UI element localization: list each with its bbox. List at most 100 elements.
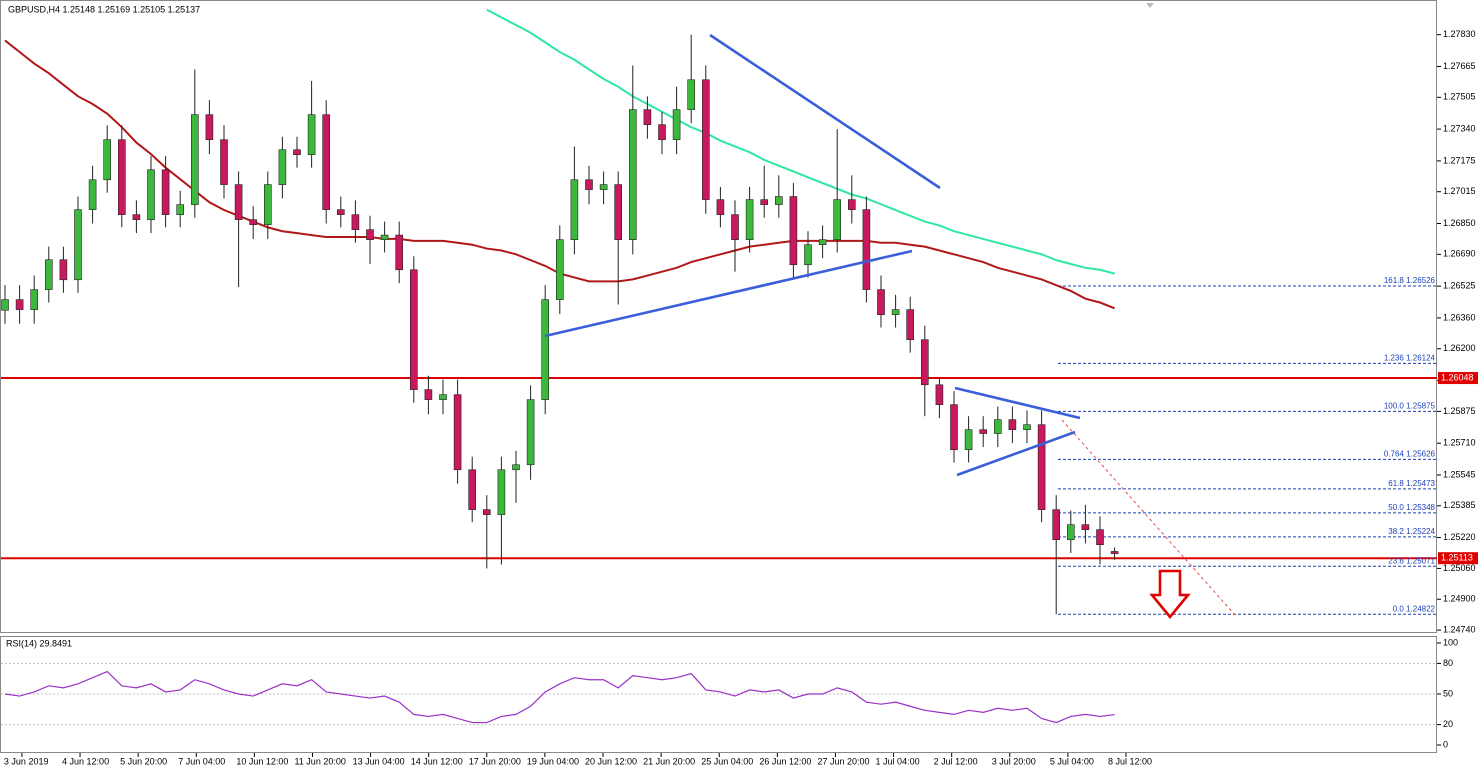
candle-body (409, 269, 418, 390)
x-tick-label: 5 Jul 04:00 (1050, 756, 1094, 766)
x-tick-label: 4 Jun 12:00 (62, 756, 109, 766)
candle-body (1008, 419, 1017, 430)
candle-body (482, 509, 491, 515)
x-tick-label: 3 Jul 20:00 (992, 756, 1036, 766)
candle-body (599, 184, 608, 190)
candle-body (731, 214, 739, 240)
fib-label: 23.6 1.25071 (1388, 556, 1435, 565)
candle-body (804, 244, 812, 266)
x-tick-label: 13 Jun 04:00 (353, 756, 405, 766)
trend-line (709, 33, 941, 190)
candle-body (497, 469, 506, 515)
fib-label: 50.0 1.25348 (1388, 503, 1435, 512)
candle-body (862, 209, 871, 290)
candle-body (993, 419, 1002, 434)
candle-body (220, 139, 228, 185)
candle-body (351, 214, 360, 230)
candle-body (1067, 524, 1075, 541)
x-tick-label: 2 Jul 12:00 (934, 756, 978, 766)
candle-body (979, 429, 988, 434)
x-tick-label: 8 Jul 12:00 (1108, 756, 1152, 766)
candle-body (263, 184, 272, 225)
candle-body (366, 229, 374, 240)
level-tag (1438, 552, 1478, 565)
candle-body (716, 199, 725, 215)
candle-body (628, 109, 637, 240)
x-tick-label: 20 Jun 12:00 (585, 756, 637, 766)
y-tick-label: 1.25385 (1443, 500, 1476, 510)
x-tick-label: 27 Jun 20:00 (817, 756, 869, 766)
y-tick-label: 1.27175 (1443, 155, 1476, 165)
candle-body (555, 239, 564, 300)
y-tick-label: 1.27015 (1443, 186, 1476, 196)
x-tick-label: 3 Jun 2019 (4, 756, 49, 766)
y-tick-label: 1.27505 (1443, 92, 1476, 102)
candle-body (935, 384, 944, 405)
candle-body (614, 184, 623, 240)
candle-body (439, 394, 447, 400)
candle-body (877, 289, 885, 315)
chart-title: GBPUSD,H4 1.25148 1.25169 1.25105 1.2513… (8, 4, 200, 14)
candle-body (234, 184, 243, 220)
fib-label: 100.0 1.25875 (1384, 401, 1436, 410)
candle-body (818, 239, 827, 246)
down-arrow (1149, 569, 1191, 620)
candle-body (1037, 424, 1046, 510)
candle-body (847, 199, 856, 210)
candle-body (118, 139, 126, 215)
x-tick-label: 10 Jun 12:00 (236, 756, 288, 766)
candle-body (132, 214, 141, 220)
candle-body (205, 114, 214, 140)
rsi-tick-label: 20 (1443, 719, 1453, 729)
candle-body (468, 469, 477, 510)
fib-label: 0.0 1.24822 (1393, 604, 1436, 613)
candle-body (833, 199, 842, 240)
candle-body (322, 114, 331, 210)
candle-body (161, 169, 170, 215)
candle-body (307, 114, 316, 156)
x-tick-label: 19 Jun 04:00 (527, 756, 579, 766)
y-tick-label: 1.26690 (1443, 249, 1476, 259)
rsi-tick-label: 100 (1443, 637, 1458, 647)
y-tick-label: 1.27665 (1443, 61, 1476, 71)
candle-body (191, 114, 199, 205)
y-tick-label: 1.26850 (1443, 218, 1476, 228)
y-tick-label: 1.25220 (1443, 532, 1476, 542)
candle-body (453, 394, 462, 471)
candle-body (1110, 551, 1119, 554)
candle-body (701, 79, 710, 200)
candle-body (336, 209, 345, 215)
trend-line (956, 430, 1076, 477)
candle-body (88, 179, 97, 210)
drawings (544, 33, 1236, 620)
y-tick-label: 1.25875 (1443, 406, 1476, 416)
trend-line (954, 386, 1081, 420)
candle-body (570, 179, 579, 240)
y-tick-label: 1.25545 (1443, 469, 1476, 479)
candle-body (672, 109, 681, 140)
candle-body (774, 196, 783, 205)
candle-body (541, 299, 550, 400)
candle-body (30, 289, 39, 310)
rsi-line (4, 670, 1115, 724)
candle-body (964, 429, 973, 451)
x-tick-label: 25 Jun 04:00 (701, 756, 753, 766)
y-tick-label: 1.26200 (1443, 343, 1476, 353)
rsi-title: RSI(14) 29.8491 (6, 638, 72, 648)
x-tick-label: 11 Jun 20:00 (294, 756, 345, 766)
candle-body (278, 149, 287, 185)
candle-body (658, 124, 666, 140)
projection-line (1061, 419, 1236, 616)
fib-label: 38.2 1.25224 (1388, 527, 1435, 536)
candle-body (1081, 524, 1090, 530)
level-tag-label: 1.25113 (1441, 553, 1473, 563)
x-tick-label: 7 Jun 04:00 (178, 756, 225, 766)
candle-body (789, 196, 798, 266)
candle-body (395, 234, 404, 271)
level-tag (1438, 372, 1478, 385)
candle-body (687, 79, 696, 110)
candle-body (950, 404, 958, 451)
candle-body (147, 169, 155, 220)
candle-body (44, 259, 53, 290)
